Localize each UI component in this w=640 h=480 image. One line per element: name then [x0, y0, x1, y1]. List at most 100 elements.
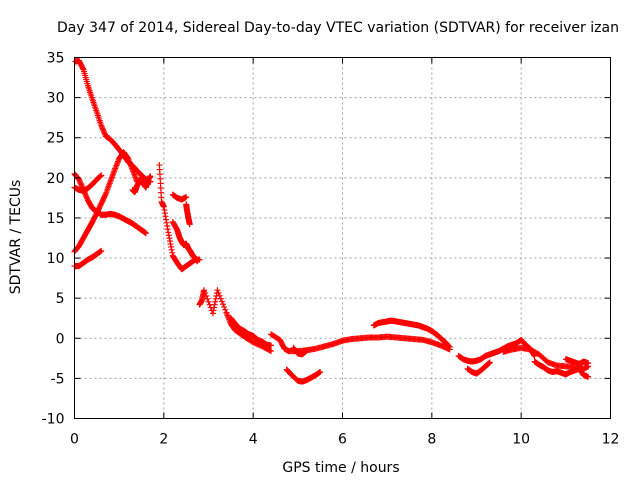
data-point-track-7 [163, 216, 170, 223]
y-tick-label: 0 [56, 331, 65, 347]
y-tick-label: 20 [47, 171, 65, 187]
data-point-track-7 [168, 243, 175, 250]
data-point-track-11 [225, 313, 232, 320]
data-point-track-11 [202, 290, 209, 297]
y-tick-label: 10 [47, 251, 65, 267]
data-point-track-3 [113, 162, 120, 169]
data-point-track-7 [164, 222, 171, 229]
data-point-track-7 [162, 213, 169, 220]
data-point-track-10 [186, 221, 193, 228]
data-point-track-11 [216, 292, 223, 299]
data-point-track-11 [221, 303, 228, 310]
data-point-track-7 [161, 210, 168, 217]
data-point-track-7 [166, 238, 173, 245]
data-point-track-3 [126, 159, 133, 166]
data-point-track-16 [445, 342, 452, 349]
data-point-track-7 [165, 229, 172, 236]
data-point-track-1 [100, 127, 107, 134]
x-tick-label: 6 [338, 432, 347, 448]
chart-title: Day 347 of 2014, Sidereal Day-to-day VTE… [57, 20, 619, 36]
data-point-track-3 [127, 162, 134, 169]
data-point-track-7 [164, 226, 171, 233]
data-point-track-3 [111, 166, 118, 173]
data-point-track-2 [77, 179, 84, 186]
data-point-track-1 [101, 129, 108, 136]
data-point-track-4 [98, 172, 105, 179]
data-point-track-3 [125, 155, 132, 162]
y-tick-label: 15 [47, 211, 65, 227]
data-point-track-20 [585, 373, 592, 380]
data-point-track-7 [161, 206, 168, 213]
x-tick-label: 8 [427, 432, 436, 448]
x-tick-labels: 0 2 4 6 8 10 12 [70, 432, 619, 448]
data-point-track-11 [217, 295, 224, 302]
data-point-track-11 [212, 298, 219, 305]
data-point-track-11 [223, 311, 230, 318]
data-point-track-1 [101, 130, 108, 137]
data-point-track-2 [76, 177, 83, 184]
data-point-track-11 [205, 298, 212, 305]
data-point-track-16 [446, 343, 453, 350]
data-point-track-12 [268, 342, 275, 349]
data-point-track-9 [183, 194, 190, 201]
data-point-track-11 [211, 304, 218, 311]
data-point-track-1 [99, 126, 106, 133]
data-point-track-11 [268, 348, 275, 355]
x-tick-label: 12 [602, 432, 620, 448]
data-point-track-11 [214, 287, 221, 294]
data-point-track-7 [165, 232, 172, 239]
data-point-track-3 [126, 158, 133, 165]
axis-ticks [74, 57, 611, 419]
data-point-track-11 [218, 298, 225, 305]
data-point-track-2 [77, 180, 84, 187]
y-tick-labels: -10 -5 0 5 10 15 20 25 30 35 [42, 51, 65, 428]
y-tick-label: -5 [51, 371, 65, 387]
y-axis-label: SDTVAR / TECUs [8, 180, 24, 295]
data-point-track-11 [220, 301, 227, 308]
data-point-track-21 [585, 360, 592, 367]
data-point-track-3 [128, 164, 135, 171]
data-point-track-11 [266, 347, 273, 354]
data-point-track-7 [169, 249, 176, 256]
data-point-track-3 [125, 156, 132, 163]
data-point-track-11 [224, 312, 231, 319]
x-tick-label: 4 [249, 432, 258, 448]
data-points [71, 57, 592, 385]
data-point-track-3 [127, 161, 134, 168]
data-point-track-11 [222, 306, 229, 313]
data-point-track-7 [160, 203, 167, 210]
data-point-track-1 [79, 65, 86, 72]
y-tick-label: -10 [42, 412, 65, 428]
data-point-track-7 [167, 241, 174, 248]
data-point-track-16 [446, 344, 453, 351]
data-point-track-11 [203, 292, 210, 299]
grid [74, 57, 611, 419]
data-point-track-3 [102, 192, 109, 199]
x-axis-label: GPS time / hours [282, 460, 399, 476]
x-tick-label: 2 [159, 432, 168, 448]
data-point-track-2 [142, 230, 149, 237]
data-point-track-3 [112, 164, 119, 171]
y-tick-label: 30 [47, 91, 65, 107]
data-point-track-7 [166, 235, 173, 242]
data-point-track-3 [115, 158, 122, 165]
data-point-track-11 [209, 310, 216, 317]
y-tick-label: 25 [47, 131, 65, 147]
data-point-track-3 [114, 159, 121, 166]
data-point-track-11 [206, 301, 213, 308]
data-point-track-8 [194, 258, 201, 265]
data-point-track-2 [78, 181, 85, 188]
data-point-track-5 [98, 247, 105, 254]
data-point-track-3 [129, 165, 136, 172]
data-point-track-2 [83, 193, 90, 200]
data-point-track-1 [99, 125, 106, 132]
data-point-track-11 [223, 309, 230, 316]
y-tick-label: 5 [56, 291, 65, 307]
data-point-track-2 [83, 194, 90, 201]
data-point-track-7 [168, 246, 175, 253]
data-point-track-1 [98, 123, 105, 130]
data-point-track-14 [317, 368, 324, 375]
data-point-track-11 [210, 307, 217, 314]
x-tick-label: 10 [512, 432, 530, 448]
